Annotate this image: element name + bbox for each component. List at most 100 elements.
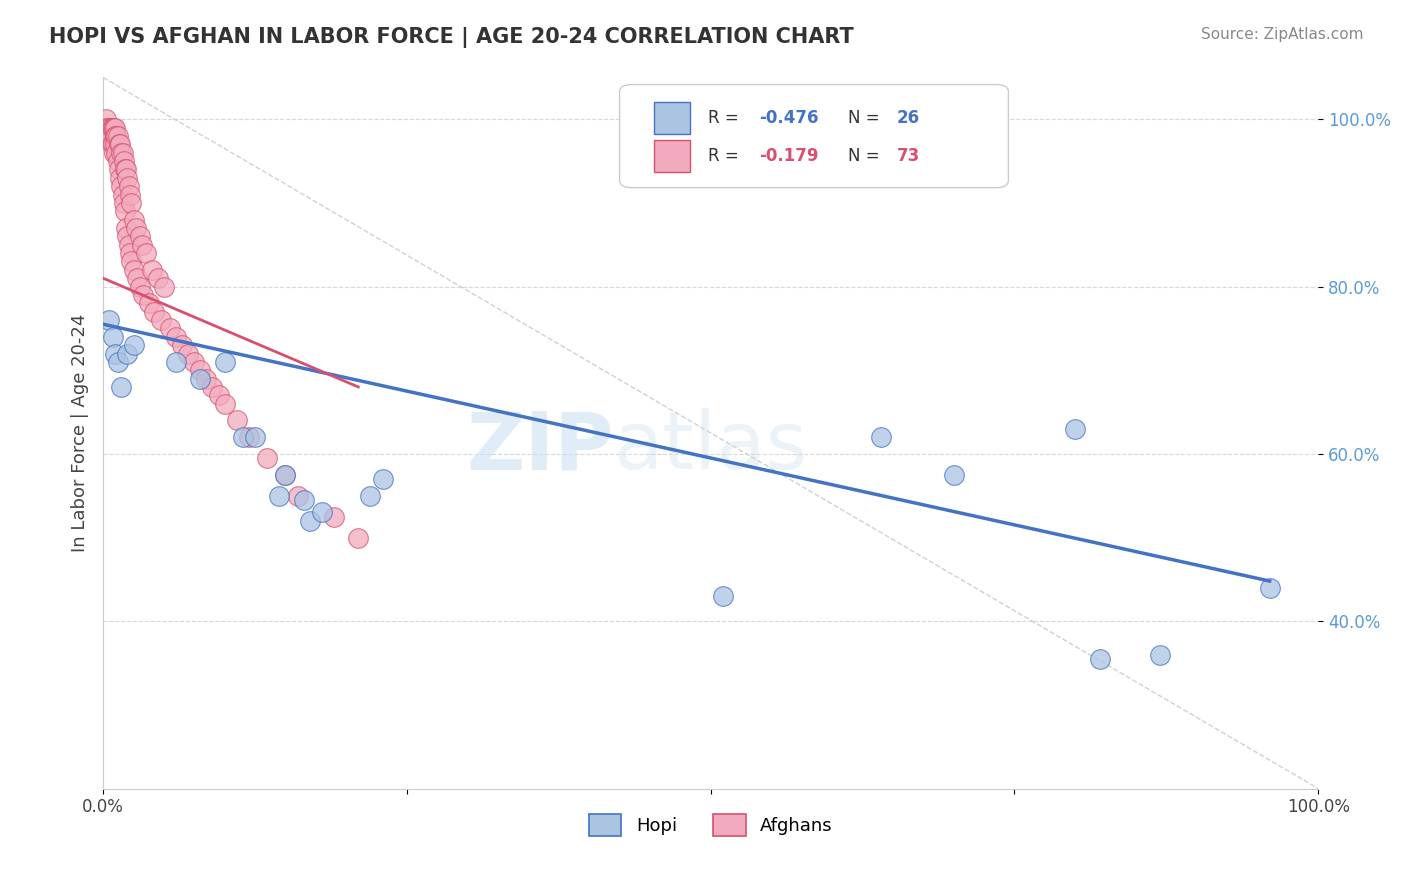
Point [125,221,148,235]
Point [110,145,132,160]
Point [103,120,125,135]
FancyBboxPatch shape [654,103,690,135]
Point [127,271,149,285]
Point [115,221,138,235]
Point [117,229,139,244]
Point [111,145,134,160]
Text: -0.179: -0.179 [759,146,818,165]
Point [122,338,145,352]
Point [101,137,124,152]
Point [107,128,129,143]
Point [100,120,122,135]
Point [138,296,160,310]
Point [100,128,122,143]
Point [143,304,166,318]
Point [371,472,394,486]
Point [298,514,321,528]
Point [1088,652,1111,666]
Point [104,120,127,135]
Point [117,346,139,360]
Point [114,162,136,177]
Point [104,346,127,360]
Point [128,229,150,244]
Text: N =: N = [848,110,884,128]
Point [1149,648,1171,662]
Point [165,355,187,369]
FancyBboxPatch shape [654,140,690,171]
Point [101,120,124,135]
Point [107,154,129,169]
Point [98,313,121,327]
Point [238,430,260,444]
Point [117,179,139,194]
Point [110,380,132,394]
Point [114,204,136,219]
Point [232,430,254,444]
Point [108,162,131,177]
Text: -0.476: -0.476 [759,110,818,128]
Text: atlas: atlas [613,409,808,486]
Point [96,120,118,135]
Point [274,467,297,482]
Point [97,120,120,135]
Point [122,263,145,277]
Point [128,279,150,293]
Point [269,489,291,503]
Point [188,371,211,385]
Text: R =: R = [709,146,744,165]
Point [105,145,128,160]
Point [207,388,229,402]
Point [104,137,127,152]
Legend: Hopi, Afghans: Hopi, Afghans [582,807,839,844]
Point [104,128,127,143]
Point [111,187,134,202]
Point [110,179,132,194]
Point [274,467,297,482]
Point [1258,581,1281,595]
Point [153,279,176,293]
Point [98,128,121,143]
Point [108,137,131,152]
Point [1064,422,1087,436]
Point [107,355,129,369]
Point [100,137,122,152]
Point [188,363,211,377]
Point [122,212,145,227]
Point [120,254,142,268]
Point [132,288,155,302]
Point [159,321,181,335]
Point [347,531,370,545]
Text: 26: 26 [897,110,920,128]
Point [201,380,224,394]
Y-axis label: In Labor Force | Age 20-24: In Labor Force | Age 20-24 [72,314,89,552]
Point [172,338,194,352]
Point [256,451,278,466]
Point [118,246,141,260]
Text: ZIP: ZIP [467,409,613,486]
Point [117,170,139,185]
Point [101,330,124,344]
Point [292,492,315,507]
Point [214,397,236,411]
Point [131,237,153,252]
Point [108,137,131,152]
Text: HOPI VS AFGHAN IN LABOR FORCE | AGE 20-24 CORRELATION CHART: HOPI VS AFGHAN IN LABOR FORCE | AGE 20-2… [49,27,853,48]
Point [100,120,122,135]
Point [165,330,187,344]
Point [869,430,891,444]
Point [214,355,236,369]
Point [942,467,965,482]
Point [150,313,173,327]
Point [120,195,142,210]
Text: Source: ZipAtlas.com: Source: ZipAtlas.com [1201,27,1364,42]
Point [141,263,163,277]
Point [243,430,266,444]
Point [103,145,125,160]
Point [105,128,128,143]
FancyBboxPatch shape [620,85,1008,187]
Point [117,237,139,252]
Point [108,170,131,185]
Text: 73: 73 [897,146,920,165]
Point [323,509,346,524]
Point [94,112,117,127]
